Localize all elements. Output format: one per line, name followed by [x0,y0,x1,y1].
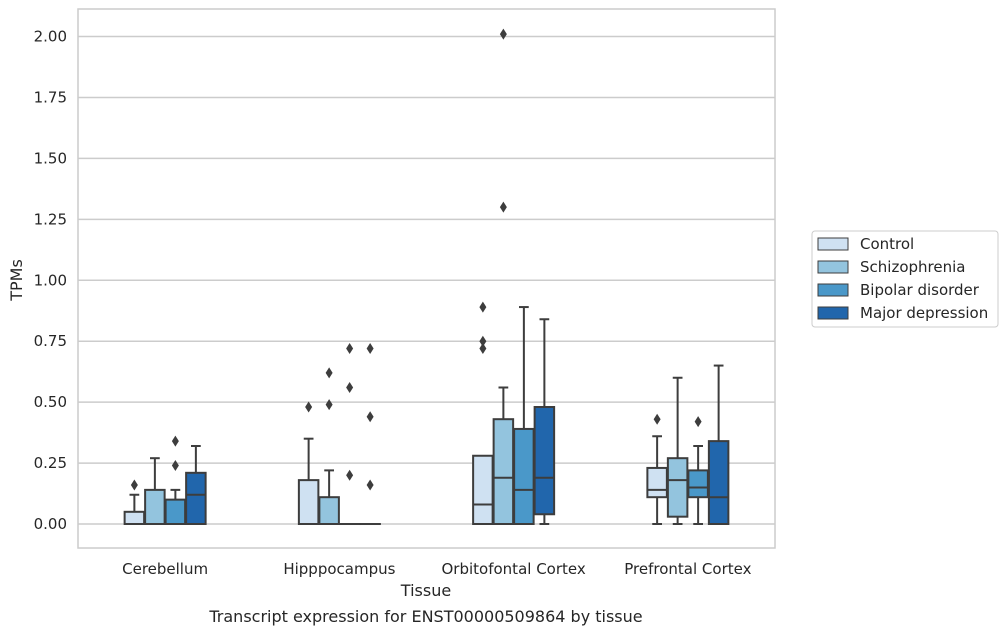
box-3-0 [646,413,668,525]
outlier-point [479,301,487,313]
chart-title: Transcript expression for ENST0000050986… [208,607,642,626]
x-axis-label: Tissue [400,581,451,600]
y-tick-label: 1.75 [34,88,67,106]
box [666,457,689,518]
plot-frame [77,8,776,549]
y-tick-label: 0.25 [34,454,67,472]
box [646,466,668,499]
legend-swatch-bipolar-disorder [817,283,849,297]
outlier-point [130,479,138,491]
y-tick-label: 0.75 [34,332,67,350]
grid [78,35,775,525]
y-tick-label: 1.50 [34,149,67,167]
box [144,488,166,525]
box [533,406,556,516]
box-1-1 [318,367,340,525]
x-tick-label: Prefrontal Cortex [624,560,751,578]
legend-swatch-schizophrenia [817,260,849,274]
outlier-point [325,399,333,411]
box-3-1 [666,376,689,525]
box-2-0 [472,301,494,525]
legend-swatch-control [817,237,849,251]
outlier-point [499,28,507,40]
y-tick-label: 0.50 [34,393,67,411]
x-tick-label: Cerebellum [122,560,208,578]
y-tick-label: 2.00 [34,28,67,46]
outlier-point [366,411,374,423]
outlier-point [479,335,487,347]
outlier-point [366,479,374,491]
box [164,498,187,525]
outlier-point [346,343,354,354]
x-tick-label: Hipppocampus [283,560,395,578]
box-3-3 [707,364,730,525]
outlier-point [694,416,702,428]
outlier-point [305,401,313,413]
legend-frame [811,230,999,328]
legend-label-schizophrenia: Schizophrenia [860,258,965,276]
box [472,454,494,525]
y-axis-ticks: 0.00 0.25 0.50 0.75 1.00 1.25 1.50 1.75 2.00 [34,28,67,534]
box-1-2 [338,343,361,526]
box [185,471,207,525]
y-axis-label: TPMs [7,259,26,302]
box [707,440,730,525]
outlier-point [366,343,374,354]
box-2-3 [533,318,556,525]
outlier-point [479,343,487,354]
outlier-point [346,469,354,481]
box-2-2 [513,306,535,525]
y-tick-label: 1.25 [34,210,67,228]
box-0-2 [164,435,187,525]
box-2-1 [492,28,515,525]
box-3-2 [687,416,709,525]
box-0-0 [123,479,146,525]
x-tick-label: Orbitofontal Cortex [442,560,586,578]
box [687,469,709,499]
y-tick-label: 0.00 [34,515,67,533]
x-axis-ticks: Cerebellum Hipppocampus Orbitofontal Corte… [122,560,751,578]
box [297,479,320,525]
outlier-point [653,413,661,425]
box-1-3 [359,343,381,526]
box-0-3 [185,445,207,525]
outlier-point [499,201,507,213]
outlier-point [325,367,333,379]
outlier-point [346,382,354,393]
box [123,510,146,525]
legend-swatch-major-depression [817,306,849,320]
legend-label-major-depression: Major depression [860,304,988,322]
box [513,427,535,525]
outlier-point [171,435,179,447]
y-tick-label: 1.00 [34,271,67,289]
box-0-1 [144,457,166,525]
legend-label-control: Control [860,235,914,253]
legend: Control Schizophrenia Bipolar disorder M… [811,230,999,328]
box [492,418,515,525]
outlier-point [171,460,179,471]
legend-label-bipolar-disorder: Bipolar disorder [860,281,980,299]
box [318,496,340,525]
boxplots [123,28,730,526]
